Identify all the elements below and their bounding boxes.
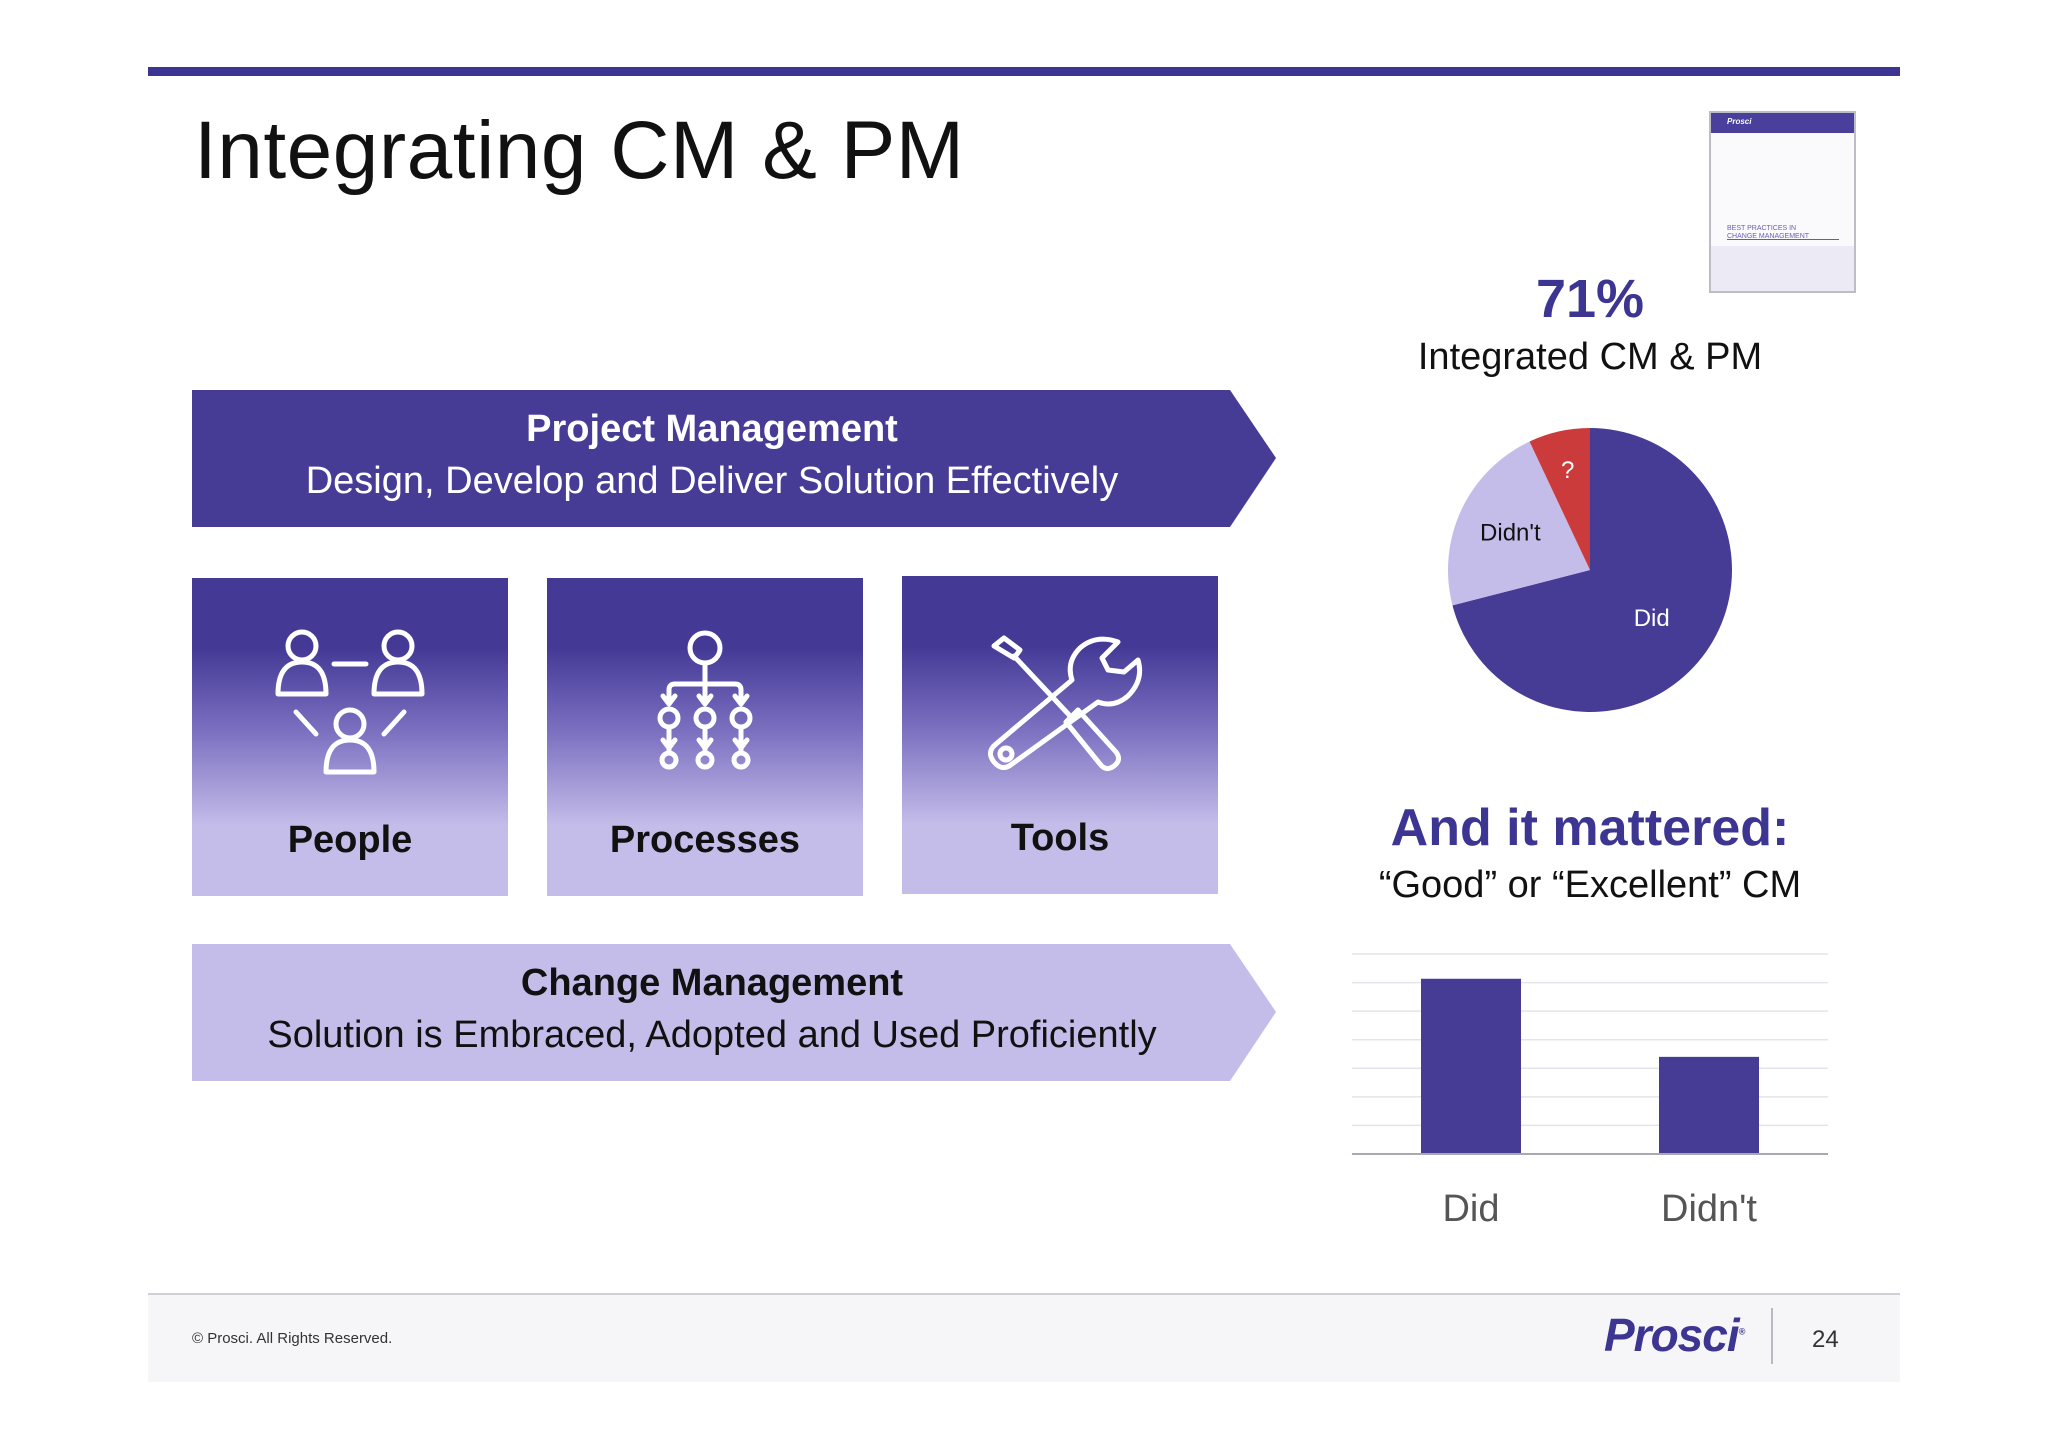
pie-chart: Did Didn't?: [1440, 424, 1740, 724]
report-title-line1: BEST PRACTICES IN: [1727, 225, 1797, 232]
report-rule: [1727, 239, 1839, 240]
bar-2: [1659, 1056, 1759, 1154]
pm-title: Project Management: [526, 408, 898, 450]
pie-slice-2: [1448, 441, 1590, 606]
pie-label-3: ?: [1561, 457, 1574, 484]
mattered-title: And it mattered:: [1390, 799, 1790, 857]
bar-category-label: Didn't: [1661, 1188, 1757, 1230]
report-thumbnail: Prosci BEST PRACTICES IN CHANGE MANAGEME…: [1709, 111, 1856, 293]
page-number: 24: [1812, 1326, 1839, 1353]
footer: [148, 1293, 1900, 1382]
pie-label-1: Did: [1634, 605, 1670, 632]
stat-label: Integrated CM & PM: [1417, 336, 1763, 378]
project-management-arrow: Project Management Design, Develop and D…: [192, 390, 1276, 527]
bar-chart: Did Didn't: [1352, 948, 1828, 1238]
cm-arrow-shape: [192, 944, 1276, 1081]
logo-text: Prosci: [1604, 1309, 1740, 1361]
report-title-line2: CHANGE MANAGEMENT: [1727, 233, 1810, 240]
cm-title: Change Management: [520, 962, 904, 1004]
prosci-logo: Prosci®: [1604, 1308, 1746, 1362]
cm-subtitle: Solution is Embraced, Adopted and Used P…: [267, 1014, 1157, 1056]
change-management-arrow: Change Management Solution is Embraced, …: [192, 944, 1276, 1081]
tile-people: People: [192, 578, 508, 896]
tile-label-people: People: [287, 819, 413, 861]
mattered-subtitle: “Good” or “Excellent” CM: [1378, 864, 1802, 906]
pm-arrow-shape: [192, 390, 1276, 527]
tile-tools: Tools: [902, 576, 1218, 894]
people-network-icon: [275, 629, 425, 775]
bar-1: [1421, 978, 1521, 1154]
report-header-band: Prosci: [1711, 113, 1854, 133]
tile-processes: Processes: [547, 578, 863, 896]
pie-slice-3: [1529, 428, 1590, 570]
pie-chart-svg: Did Didn't?: [1448, 428, 1732, 712]
page-title: Integrating CM & PM: [194, 105, 965, 196]
wrench-screwdriver-icon: [988, 635, 1143, 772]
logo-registered-mark: ®: [1738, 1326, 1746, 1337]
footer-divider: [1771, 1308, 1773, 1364]
report-brand: Prosci: [1727, 117, 1752, 126]
pie-slice-1: [1452, 428, 1732, 712]
report-footer: [1711, 246, 1854, 291]
pie-label-2: Didn't: [1480, 520, 1541, 547]
stat-percent: 71%: [1535, 269, 1645, 329]
process-hierarchy-icon: [657, 630, 753, 770]
copyright: © Prosci. All Rights Reserved.: [192, 1330, 393, 1347]
report-title: BEST PRACTICES IN CHANGE MANAGEMENT: [1727, 225, 1809, 241]
tile-label-tools: Tools: [1010, 817, 1110, 859]
bar-chart-svg: [1352, 953, 1828, 1155]
pm-subtitle: Design, Develop and Deliver Solution Eff…: [305, 460, 1119, 502]
top-rule: [148, 67, 1900, 76]
tile-label-processes: Processes: [609, 819, 801, 861]
bar-category-label: Did: [1442, 1188, 1500, 1230]
